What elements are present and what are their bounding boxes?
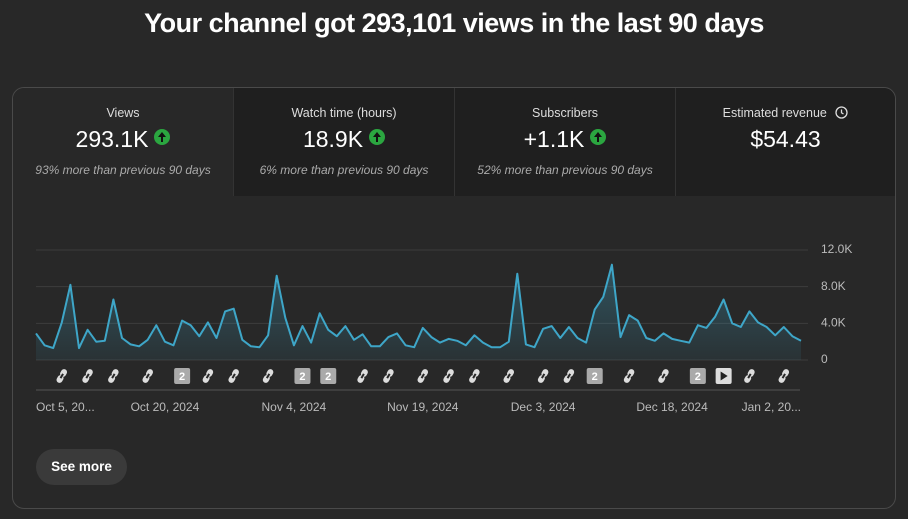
shorts-icon [417, 369, 429, 383]
line [35, 263, 802, 350]
metric-value-row: 293.1K [13, 126, 233, 153]
shorts-icon-part [386, 373, 391, 379]
shorts-icon-part [265, 373, 271, 379]
shorts-icon [623, 369, 635, 383]
shorts-icon [82, 369, 93, 383]
shorts-icon [383, 369, 394, 383]
badge-label: 2 [325, 371, 331, 383]
badge-label: 2 [592, 371, 598, 383]
shorts-icon-part [59, 373, 64, 379]
see-more-button[interactable]: See more [36, 449, 127, 485]
badge [294, 368, 311, 384]
shorts-icon-part [446, 373, 451, 379]
shorts-icon-part [205, 373, 211, 379]
shorts-icon [108, 369, 119, 383]
shorts-icon [744, 369, 755, 383]
metric-change: 93% more than previous 90 days [35, 163, 211, 177]
metric-value: 293.1K [75, 126, 149, 152]
headline: Your channel got 293,101 views in the la… [144, 8, 764, 38]
shorts-icon-part [781, 373, 786, 379]
area [36, 264, 801, 360]
badge [320, 368, 337, 384]
shorts-icon [503, 369, 515, 383]
shorts-icon [778, 369, 790, 383]
up-icon [590, 129, 607, 145]
metric-label-row: Estimated revenue [676, 106, 895, 120]
shorts-icon [202, 369, 214, 383]
shorts-icon [142, 369, 153, 383]
x-tick-label: Dec 3, 2024 [511, 400, 576, 414]
metric-label: Estimated revenue [722, 106, 827, 120]
metric-tab[interactable]: Watch time (hours) 18.9K 6% more than pr… [234, 88, 455, 196]
shorts-icon [357, 369, 368, 383]
badge [689, 368, 706, 384]
shorts-icon-part [566, 373, 572, 379]
metric-label: Views [106, 106, 140, 120]
metric-change: 52% more than previous 90 days [477, 163, 653, 177]
shorts-icon [262, 369, 274, 383]
shorts-icon-part [420, 373, 425, 379]
shorts-icon-part [360, 373, 365, 379]
metric-label: Subscribers [532, 106, 598, 120]
metric-tab[interactable]: Subscribers +1.1K 52% more than previous… [455, 88, 676, 196]
metric-value: +1.1K [523, 126, 585, 152]
shorts-icon [537, 369, 549, 383]
shorts-icon-part [85, 373, 90, 379]
shorts-icon [443, 369, 454, 383]
shorts-icon [469, 369, 480, 383]
shorts-icon-part [111, 373, 116, 379]
up-icon [369, 129, 386, 145]
shorts-icon-part [472, 373, 477, 379]
shorts-icon [658, 369, 669, 383]
y-tick-label: 0 [821, 352, 828, 366]
y-tick-label: 8.0K [821, 279, 846, 293]
badge-label: 2 [179, 371, 185, 383]
shorts-icon [56, 369, 68, 383]
shorts-icon-part [231, 373, 236, 379]
x-tick-label: Dec 18, 2024 [636, 400, 708, 414]
x-tick-label: Nov 4, 2024 [262, 400, 327, 414]
metric-value-row: +1.1K [455, 126, 675, 153]
shorts-icon [563, 369, 575, 383]
y-tick-label: 12.0K [821, 242, 852, 256]
clock-icon [835, 106, 849, 119]
shorts-icon-part [145, 373, 150, 379]
shorts-icon [228, 369, 239, 383]
x-tick-label: Nov 19, 2024 [387, 400, 459, 414]
shorts-icon-part [506, 373, 511, 379]
shorts-icon-part [626, 373, 632, 379]
badge [586, 368, 603, 384]
metric-label: Watch time (hours) [291, 106, 397, 120]
metric-value: 18.9K [302, 126, 364, 152]
video-icon-play [720, 371, 728, 381]
metric-tab[interactable]: Views 293.1K 93% more than previous 90 d… [13, 88, 234, 196]
metric-value: $54.43 [750, 126, 821, 152]
badge-label: 2 [695, 371, 701, 383]
badge [174, 368, 191, 384]
metric-tab[interactable]: Estimated revenue $54.43 [676, 88, 895, 196]
x-tick-label: Oct 20, 2024 [131, 400, 200, 414]
x-tick-label: Jan 2, 20... [742, 400, 801, 414]
shorts-icon-part [661, 373, 666, 379]
shorts-icon-part [747, 373, 752, 379]
shorts-icon-part [541, 373, 546, 379]
metric-value-row: 18.9K [234, 126, 454, 153]
y-tick-label: 4.0K [821, 316, 846, 330]
metric-change: 6% more than previous 90 days [259, 163, 429, 177]
analytics-card: Views 293.1K 93% more than previous 90 d… [12, 87, 896, 509]
x-tick-label: Oct 5, 20... [36, 400, 95, 414]
badge-label: 2 [299, 371, 305, 383]
up-icon [154, 129, 171, 145]
